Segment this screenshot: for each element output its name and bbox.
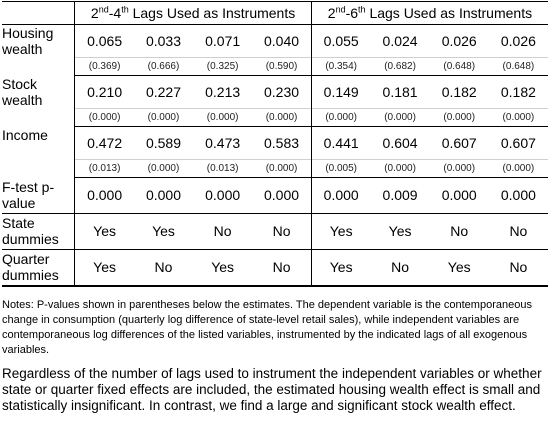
row-label: Housing wealth — [2, 24, 76, 76]
pvalue-cell: (0.000) — [429, 108, 489, 127]
estimate-cell: 0.583 — [252, 126, 312, 160]
table-notes: Notes: P-values shown in parentheses bel… — [2, 299, 532, 356]
group-header-2-4-lags: 2nd-4th Lags Used as Instruments — [74, 1, 312, 25]
spec-cell: Yes — [74, 249, 134, 287]
spec-cell: No — [252, 213, 312, 250]
estimate-cell: 0.181 — [382, 84, 418, 100]
estimate-cell: 0.026 — [441, 33, 477, 49]
pvalue-cell: (0.000) — [252, 159, 312, 178]
pvalue-row: (0.013) (0.000) (0.013) (0.000) (0.005) (0.00… — [2, 159, 548, 178]
estimate-cell: 0.210 — [87, 84, 123, 100]
estimate-cell: 0.472 — [87, 135, 123, 151]
row-label: State dummies — [2, 213, 76, 250]
pvalue-cell: (0.648) — [429, 57, 489, 76]
spec-cell: 0.000 — [74, 177, 134, 214]
row-label: Quarter dummies — [2, 249, 76, 287]
estimate-cell: 0.024 — [382, 33, 418, 49]
row-label: Income — [2, 126, 76, 178]
spec-cell: 0.000 — [133, 177, 194, 214]
spec-cell: No — [429, 213, 489, 250]
estimate-cell: 0.607 — [441, 135, 477, 151]
pvalue-cell: (0.000) — [311, 108, 371, 127]
spec-cell: 0.000 — [252, 177, 312, 214]
spec-cell: Yes — [193, 249, 253, 287]
spec-row: F-test p-value 0.000 0.000 0.000 0.000 0.000 0… — [2, 177, 548, 214]
pvalue-cell: (0.325) — [193, 57, 253, 76]
pvalue-cell: (0.005) — [311, 159, 371, 178]
spec-cell: No — [370, 249, 430, 287]
spec-cell: No — [133, 249, 194, 287]
estimate-cell: 0.149 — [323, 84, 359, 100]
row-label: F-test p-value — [2, 177, 76, 214]
estimate-cell: 0.473 — [205, 135, 241, 151]
estimate-cell: 0.441 — [323, 135, 359, 151]
row-label: Stock wealth — [2, 75, 76, 127]
estimate-row: Stock wealth 0.210 0.227 0.213 0.230 0.149 0.1… — [2, 75, 548, 127]
estimate-cell: 0.040 — [252, 24, 312, 58]
spec-cell: 0.000 — [488, 177, 548, 214]
pvalue-row: (0.369) (0.666) (0.325) (0.590) (0.354) (0.68… — [2, 57, 548, 76]
pvalue-cell: (0.013) — [193, 159, 253, 178]
spec-cell: Yes — [311, 213, 371, 250]
pvalue-cell: (0.354) — [311, 57, 371, 76]
estimate-cell: 0.065 — [87, 33, 123, 49]
estimate-cell: 0.055 — [323, 33, 359, 49]
spec-cell: Yes — [370, 213, 430, 250]
spec-cell: No — [488, 249, 548, 287]
estimate-cell: 0.604 — [382, 135, 418, 151]
group-header-row: 2nd-4th Lags Used as Instruments 2nd-6th… — [2, 1, 548, 25]
estimate-cell: 0.033 — [145, 33, 182, 49]
pvalue-cell: (0.013) — [74, 159, 134, 178]
estimate-cell: 0.182 — [441, 84, 477, 100]
pvalue-cell: (0.000) — [370, 108, 430, 127]
estimate-cell: 0.026 — [500, 33, 536, 49]
estimate-cell: 0.589 — [145, 135, 182, 151]
spec-cell: No — [252, 249, 312, 287]
spec-row: State dummies Yes Yes No No Yes Yes No No — [2, 213, 548, 250]
pvalue-cell: (0.590) — [252, 57, 312, 76]
pvalue-row: (0.000) (0.000) (0.000) (0.000) (0.000) (0.00… — [2, 108, 548, 127]
pvalue-cell: (0.000) — [193, 108, 253, 127]
pvalue-cell: (0.000) — [488, 108, 548, 127]
estimate-row: Housing wealth 0.065 0.033 0.071 0.040 0.055 0… — [2, 24, 548, 76]
spec-row: Quarter dummies Yes No Yes No Yes No Yes No — [2, 249, 548, 287]
spec-cell: 0.009 — [370, 177, 430, 214]
pvalue-cell: (0.648) — [488, 57, 548, 76]
pvalue-cell: (0.000) — [133, 108, 194, 127]
spec-cell: 0.000 — [311, 177, 371, 214]
spec-cell: Yes — [429, 249, 489, 287]
pvalue-cell: (0.000) — [370, 159, 430, 178]
spec-cell: Yes — [311, 249, 371, 287]
pvalue-cell: (0.369) — [74, 57, 134, 76]
group-header-2-6-lags: 2nd-6th Lags Used as Instruments — [311, 1, 548, 25]
estimate-cell: 0.213 — [205, 84, 241, 100]
body-paragraph: Regardless of the number of lags used to… — [2, 366, 542, 413]
spec-cell: 0.000 — [429, 177, 489, 214]
spec-cell: No — [488, 213, 548, 250]
spec-cell: No — [193, 213, 253, 250]
pvalue-cell: (0.682) — [370, 57, 430, 76]
pvalue-cell: (0.000) — [252, 108, 312, 127]
spec-cell: Yes — [133, 213, 194, 250]
estimate-cell: 0.230 — [252, 75, 312, 109]
pvalue-cell: (0.000) — [133, 159, 194, 178]
header-corner — [2, 1, 76, 25]
pvalue-cell: (0.000) — [429, 159, 489, 178]
results-table: 2nd-4th Lags Used as Instruments 2nd-6th… — [2, 1, 548, 287]
pvalue-cell: (0.000) — [488, 159, 548, 178]
estimate-cell: 0.071 — [205, 33, 241, 49]
pvalue-cell: (0.000) — [74, 108, 134, 127]
estimate-cell: 0.607 — [500, 135, 536, 151]
pvalue-cell: (0.666) — [133, 57, 194, 76]
estimate-row: Income 0.472 0.589 0.473 0.583 0.441 0.604 0.60… — [2, 126, 548, 178]
spec-cell: 0.000 — [193, 177, 253, 214]
estimate-cell: 0.227 — [145, 84, 182, 100]
spec-cell: Yes — [74, 213, 134, 250]
estimate-cell: 0.182 — [500, 84, 536, 100]
